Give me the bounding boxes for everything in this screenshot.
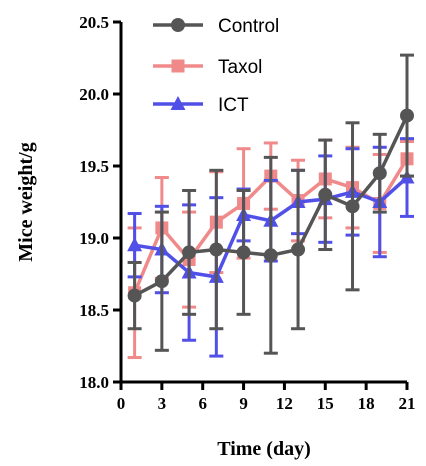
plot-area — [127, 53, 415, 360]
data-point-control — [345, 199, 360, 214]
data-point-control — [372, 166, 387, 181]
x-tick-label: 6 — [198, 394, 207, 413]
data-point-control — [154, 274, 169, 289]
data-point-control — [236, 245, 251, 260]
x-tick-label: 15 — [317, 394, 334, 413]
y-axis-title: Mice weight/g — [15, 142, 37, 261]
y-tick-label: 18.0 — [79, 373, 109, 392]
x-tick-label: 18 — [358, 394, 375, 413]
legend-label-ict: ICT — [218, 95, 249, 116]
y-tick-label: 19.0 — [79, 229, 109, 248]
x-tick-label: 12 — [276, 394, 293, 413]
legend-item-ict: ICT — [153, 95, 249, 116]
x-axis-title: Time (day) — [217, 438, 311, 460]
legend-item-taxol: Taxol — [153, 57, 262, 78]
legend-label-control: Control — [218, 16, 279, 37]
data-point-control — [209, 242, 224, 257]
data-point-control — [400, 108, 414, 123]
data-point-control — [127, 288, 142, 303]
data-point-control — [182, 245, 197, 260]
legend-marker-taxol — [171, 59, 185, 73]
y-tick-label: 20.5 — [79, 13, 109, 32]
x-tick-label: 0 — [117, 394, 126, 413]
data-point-control — [318, 187, 333, 202]
legend-marker-control — [171, 18, 185, 32]
legend-marker-ict — [170, 96, 186, 110]
data-point-control — [291, 242, 306, 257]
legend: Control Taxol ICT — [153, 16, 279, 116]
legend-label-taxol: Taxol — [218, 57, 262, 78]
series-control — [127, 53, 414, 355]
data-point-ict — [127, 237, 143, 252]
x-tick-label: 21 — [399, 394, 416, 413]
legend-item-control: Control — [153, 16, 279, 37]
x-tick-label: 9 — [239, 394, 248, 413]
x-tick-label: 3 — [158, 394, 167, 413]
y-tick-label: 18.5 — [79, 301, 109, 320]
axes: 18.0 18.5 19.0 19.5 20.0 20.5 0 3 6 9 12 15 18 21 — [79, 13, 415, 413]
y-tick-label: 19.5 — [79, 157, 109, 176]
y-tick-label: 20.0 — [79, 85, 109, 104]
data-point-control — [263, 248, 278, 263]
